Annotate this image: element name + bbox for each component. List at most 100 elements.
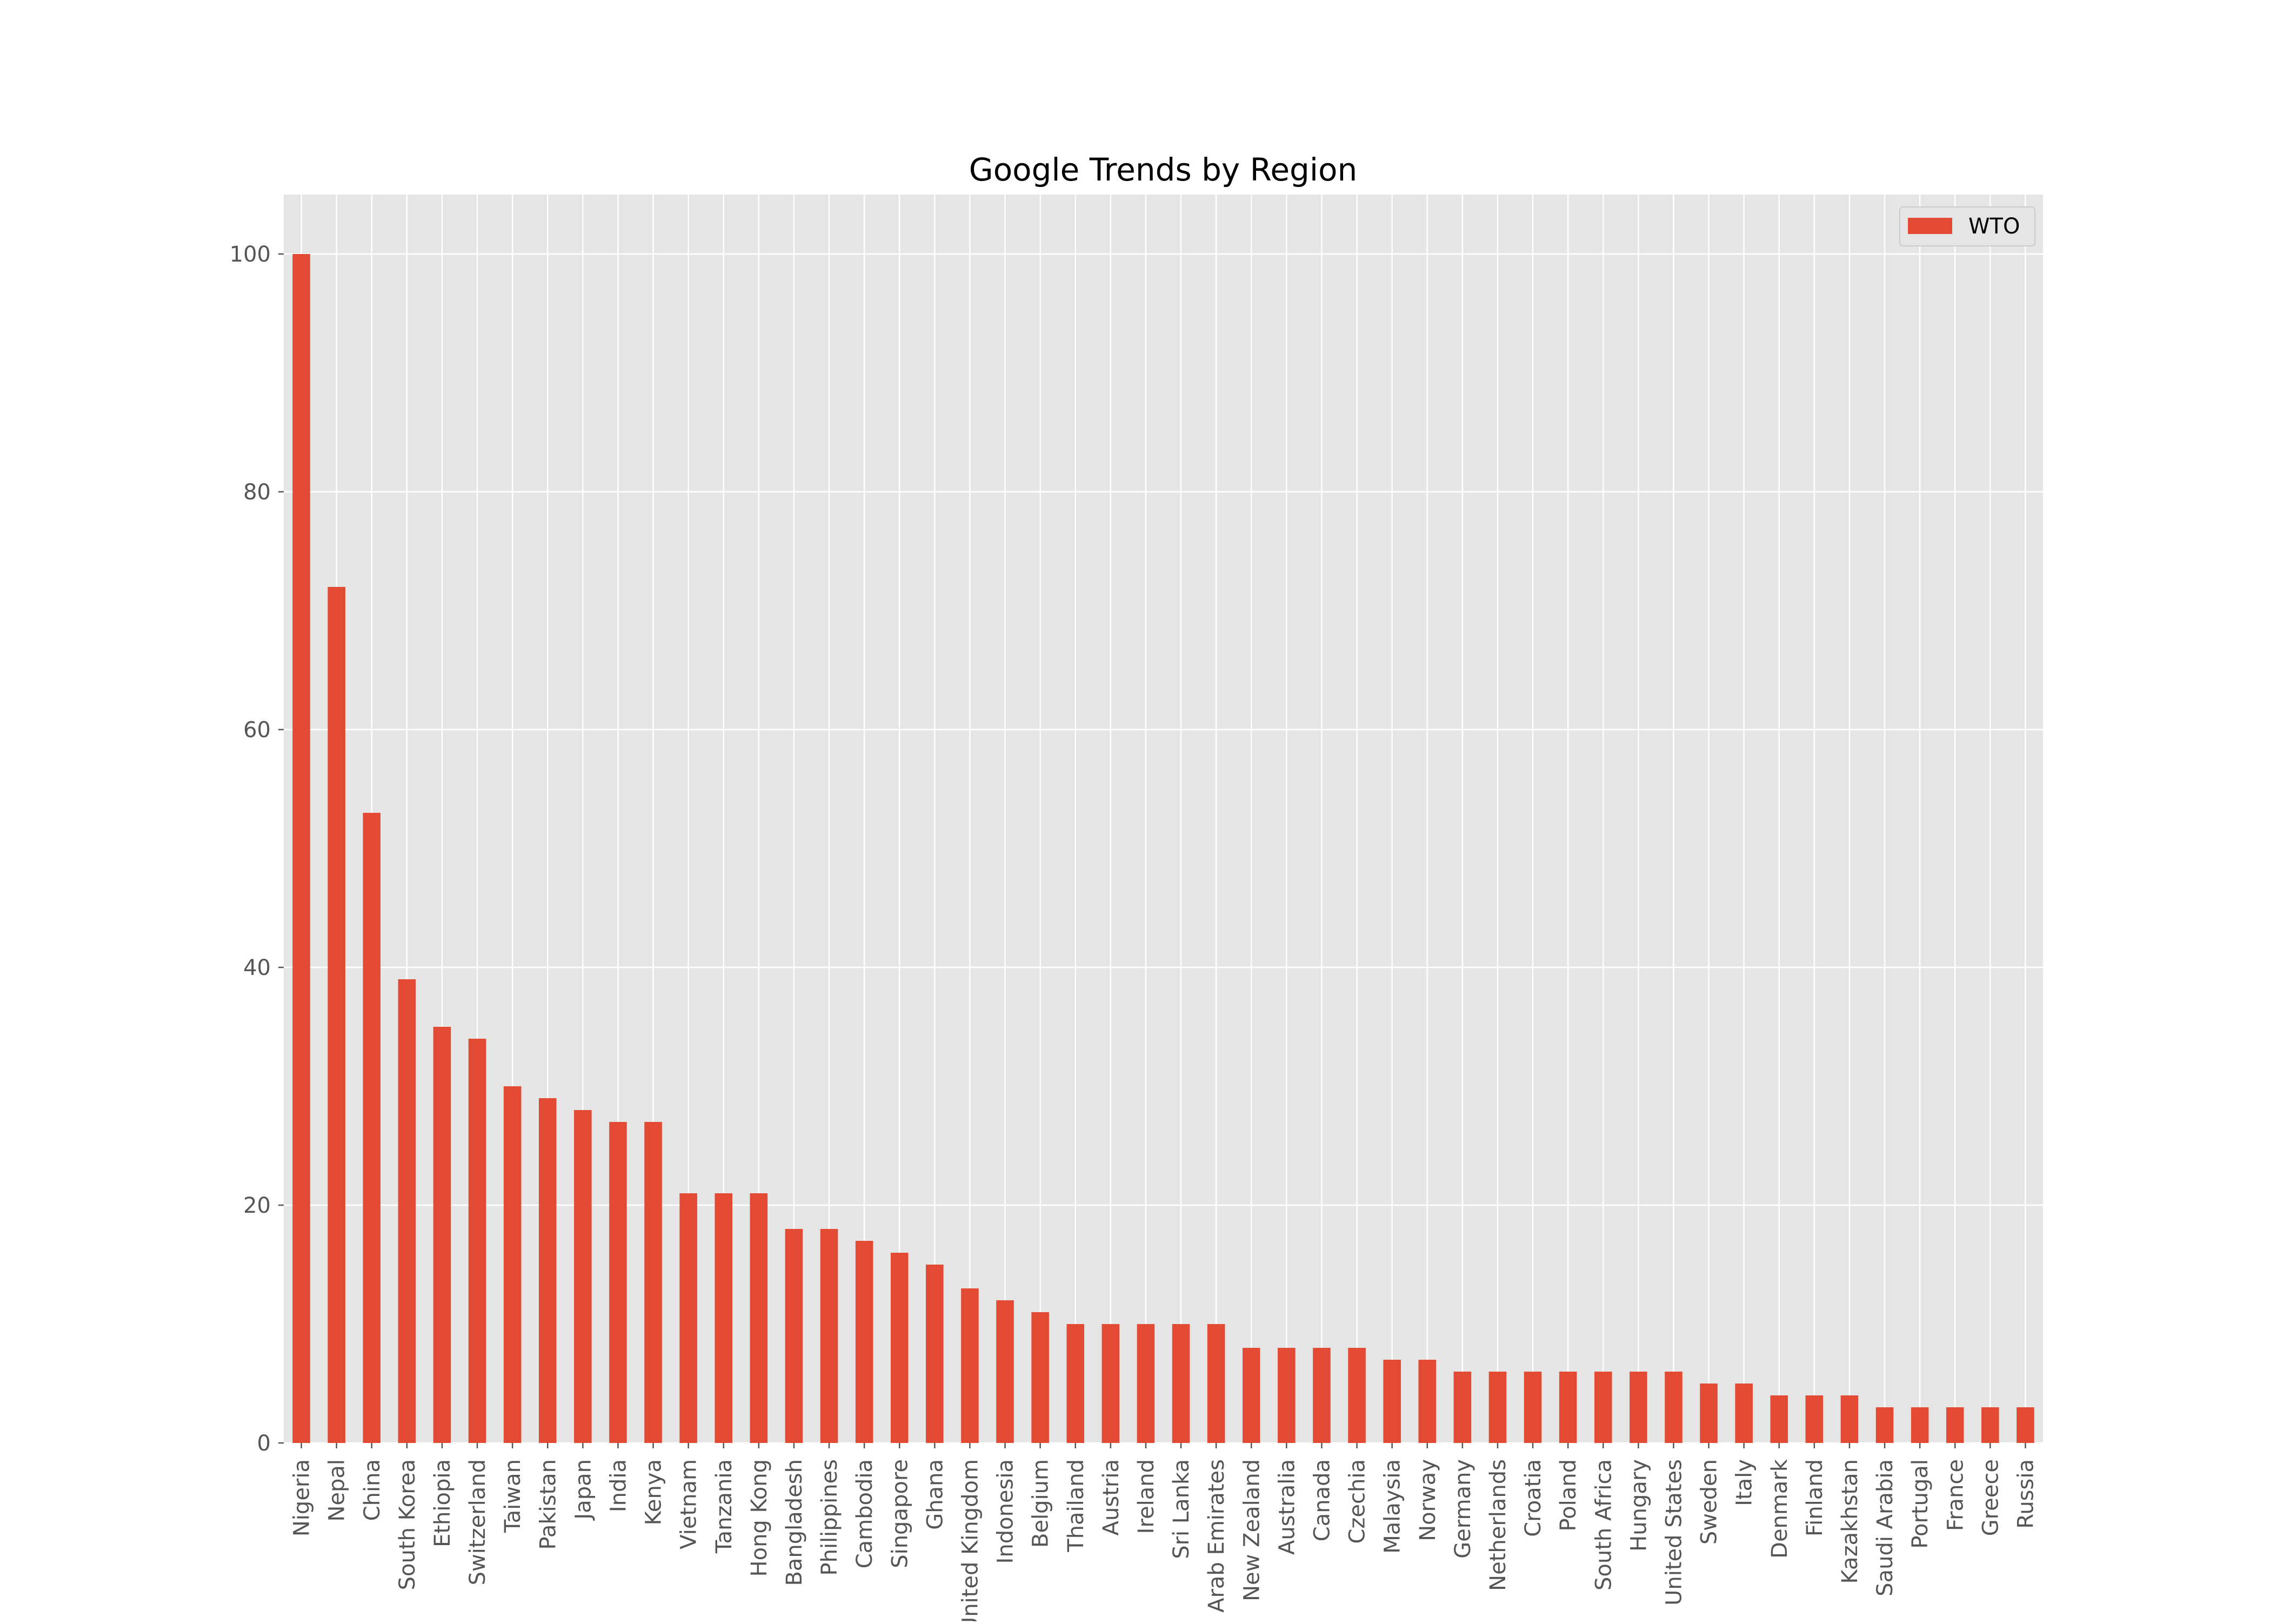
bar bbox=[1559, 1372, 1577, 1443]
x-tick-label: Denmark bbox=[1767, 1459, 1792, 1559]
x-tick-label: South Korea bbox=[395, 1459, 420, 1590]
x-tick-label: Finland bbox=[1802, 1459, 1827, 1536]
x-tick-label: United States bbox=[1661, 1459, 1686, 1606]
legend-box bbox=[1899, 206, 2035, 246]
x-tick-label: Thailand bbox=[1064, 1459, 1089, 1553]
bar bbox=[1700, 1384, 1718, 1443]
x-tick-label: Canada bbox=[1310, 1459, 1334, 1541]
y-axis: 0 20 40 60 80 100 bbox=[230, 242, 284, 1456]
bar bbox=[292, 254, 310, 1443]
bar bbox=[750, 1193, 768, 1443]
bar bbox=[1594, 1372, 1612, 1443]
y-tick-label: 20 bbox=[243, 1193, 271, 1218]
x-tick-label: Saudi Arabia bbox=[1873, 1459, 1898, 1596]
bar bbox=[785, 1229, 803, 1443]
x-tick-label: Ethiopia bbox=[430, 1459, 455, 1547]
bar bbox=[996, 1300, 1014, 1443]
x-tick-label: Singapore bbox=[887, 1459, 912, 1568]
bar bbox=[855, 1241, 873, 1443]
x-tick-label: Hungary bbox=[1626, 1459, 1651, 1552]
legend-label: WTO bbox=[1968, 214, 2020, 239]
bar bbox=[644, 1122, 662, 1443]
bar bbox=[715, 1193, 733, 1443]
y-tick-label: 0 bbox=[257, 1431, 271, 1456]
x-tick-label: Portugal bbox=[1908, 1459, 1933, 1549]
y-tick-label: 80 bbox=[243, 480, 271, 505]
x-tick-label: Croatia bbox=[1521, 1459, 1546, 1537]
x-tick-label: Norway bbox=[1416, 1459, 1440, 1541]
bar bbox=[1278, 1348, 1296, 1443]
legend-swatch bbox=[1908, 218, 1952, 234]
x-tick-label: Taiwan bbox=[500, 1459, 525, 1533]
bar bbox=[503, 1086, 522, 1443]
chart-title: Google Trends by Region bbox=[969, 151, 1358, 188]
x-tick-label: Indonesia bbox=[993, 1459, 1018, 1563]
x-axis: Nigeria Nepal China South Korea Ethiopia Swit… bbox=[290, 1443, 2038, 1624]
bar bbox=[820, 1229, 838, 1443]
x-tick-label: Nepal bbox=[325, 1459, 350, 1522]
x-tick-label: Austria bbox=[1099, 1459, 1124, 1535]
bar bbox=[538, 1098, 557, 1443]
bar bbox=[1242, 1348, 1260, 1443]
x-tick-label: South Africa bbox=[1591, 1459, 1616, 1590]
x-tick-label: Nigeria bbox=[290, 1459, 315, 1536]
bar bbox=[1770, 1395, 1788, 1443]
bar bbox=[1207, 1324, 1225, 1443]
x-tick-label: Ghana bbox=[923, 1459, 947, 1530]
bar bbox=[1383, 1360, 1401, 1443]
bar bbox=[1101, 1324, 1120, 1443]
x-tick-label: Tanzania bbox=[712, 1459, 737, 1554]
bar bbox=[890, 1253, 909, 1443]
x-tick-label: Cambodia bbox=[852, 1459, 877, 1568]
bar bbox=[926, 1265, 944, 1443]
y-tick-label: 60 bbox=[243, 718, 271, 743]
bar bbox=[398, 979, 416, 1443]
x-tick-label: United Kingdom bbox=[958, 1459, 983, 1621]
x-tick-label: Belgium bbox=[1029, 1459, 1053, 1548]
x-tick-label: Switzerland bbox=[465, 1459, 490, 1585]
x-tick-label: Czechia bbox=[1345, 1459, 1370, 1544]
bar bbox=[1946, 1407, 1964, 1443]
bar bbox=[1875, 1407, 1894, 1443]
bar bbox=[1066, 1324, 1085, 1443]
x-tick-label: Sri Lanka bbox=[1169, 1459, 1194, 1559]
bar bbox=[1348, 1348, 1366, 1443]
bar bbox=[363, 813, 381, 1443]
legend: WTO bbox=[1899, 206, 2035, 246]
x-tick-label: Ireland bbox=[1134, 1459, 1159, 1534]
x-tick-label: New Zealand bbox=[1239, 1459, 1264, 1601]
x-tick-label: Philippines bbox=[817, 1459, 842, 1576]
y-tick-label: 100 bbox=[230, 242, 271, 267]
x-tick-label: Pakistan bbox=[536, 1459, 560, 1550]
y-tick-label: 40 bbox=[243, 955, 271, 980]
bar bbox=[2017, 1407, 2034, 1443]
x-tick-label: India bbox=[606, 1459, 631, 1512]
bar bbox=[1488, 1372, 1507, 1443]
bar bbox=[1665, 1372, 1683, 1443]
x-tick-label: Netherlands bbox=[1486, 1459, 1511, 1591]
bar bbox=[328, 587, 345, 1443]
x-tick-label: Poland bbox=[1556, 1459, 1581, 1532]
x-tick-label: Russia bbox=[2013, 1459, 2038, 1529]
x-tick-label: Vietnam bbox=[677, 1459, 702, 1549]
bar bbox=[1031, 1312, 1049, 1443]
bar bbox=[961, 1288, 979, 1443]
x-tick-label: Kazakhstan bbox=[1838, 1459, 1862, 1583]
bar bbox=[1418, 1360, 1437, 1443]
x-tick-label: Germany bbox=[1451, 1459, 1476, 1559]
bar bbox=[609, 1122, 627, 1443]
bar bbox=[1172, 1324, 1190, 1443]
bar bbox=[1313, 1348, 1331, 1443]
bar bbox=[574, 1110, 592, 1443]
bar bbox=[468, 1039, 486, 1443]
bar bbox=[1840, 1395, 1859, 1443]
bar bbox=[1630, 1372, 1647, 1443]
x-tick-label: United Arab Emirates bbox=[1204, 1459, 1229, 1621]
x-tick-label: Hong Kong bbox=[747, 1459, 772, 1576]
bar bbox=[1735, 1384, 1753, 1443]
x-tick-label: Japan bbox=[571, 1459, 596, 1521]
x-tick-label: Australia bbox=[1274, 1459, 1299, 1555]
bar bbox=[1805, 1395, 1824, 1443]
bar bbox=[1137, 1324, 1155, 1443]
